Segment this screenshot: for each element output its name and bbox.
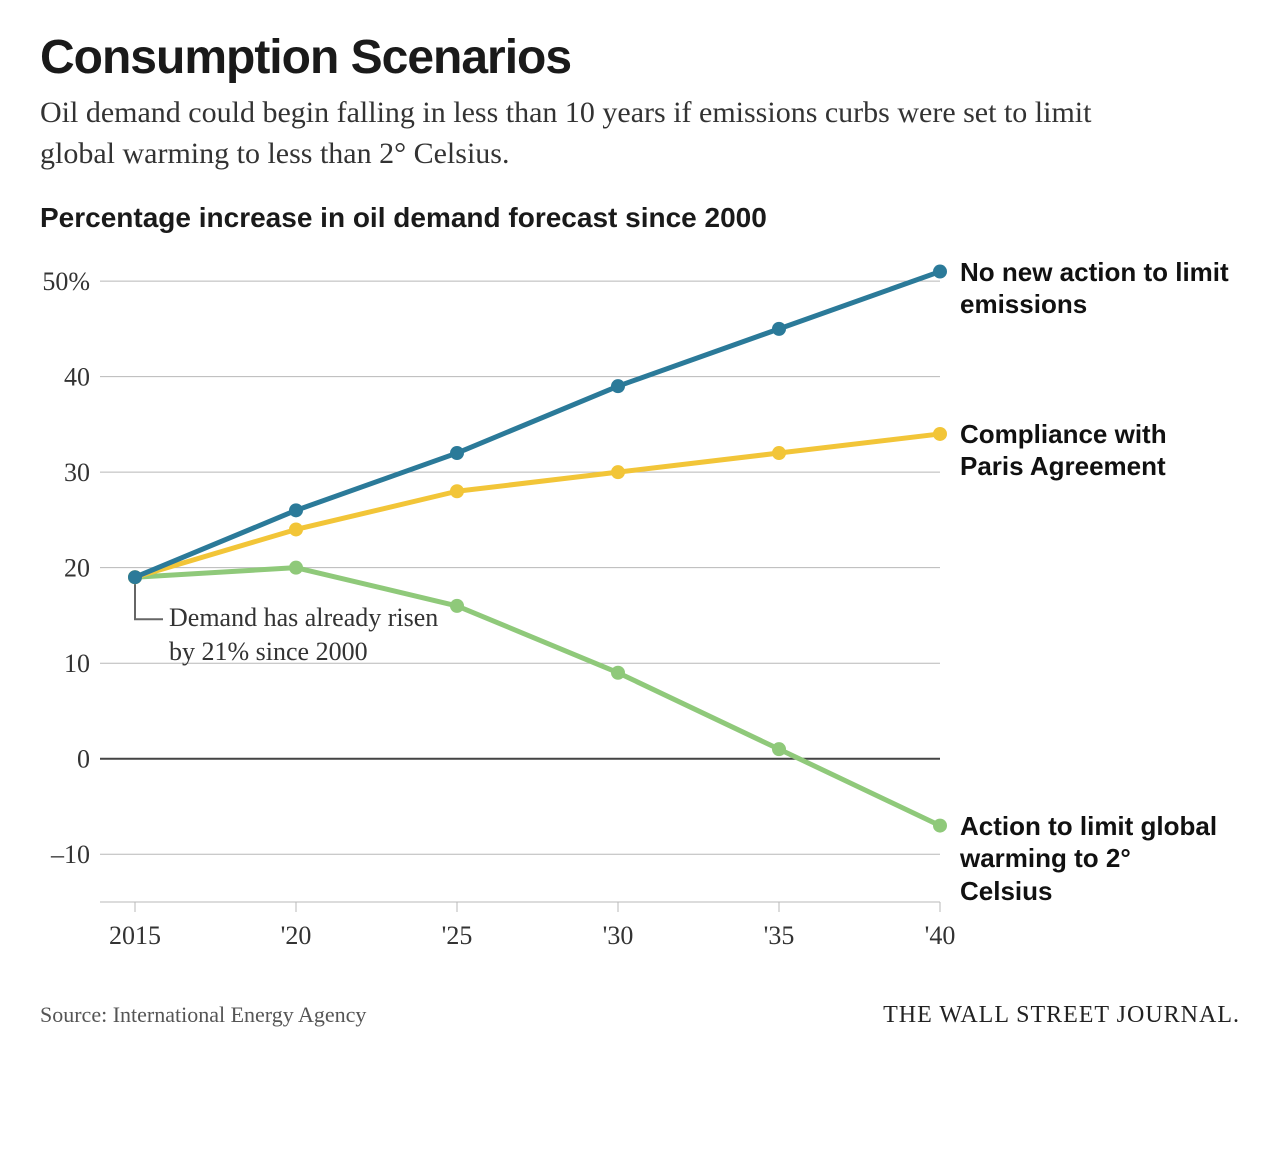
svg-text:'20: '20 [281, 921, 312, 950]
series-label-no-action: No new action to limit emissions [960, 256, 1230, 321]
svg-text:0: 0 [77, 745, 90, 774]
chart-annotation: Demand has already risen by 21% since 20… [169, 601, 449, 669]
publisher-text: THE WALL STREET JOURNAL. [883, 1002, 1240, 1029]
chart-footer: Source: International Energy Agency THE … [40, 1002, 1240, 1029]
svg-text:'25: '25 [442, 921, 473, 950]
svg-text:'40: '40 [925, 921, 956, 950]
chart-area: –10 0 10 20 30 40 50% 2015 '20 '25 '30 '35 '40 No ne… [40, 252, 1240, 982]
chart-axis-title: Percentage increase in oil demand foreca… [40, 202, 1240, 234]
source-text: Source: International Energy Agency [40, 1002, 366, 1028]
svg-text:'30: '30 [603, 921, 634, 950]
svg-text:'35: '35 [764, 921, 795, 950]
svg-text:20: 20 [64, 554, 90, 583]
svg-text:50%: 50% [42, 267, 90, 296]
svg-text:–10: –10 [50, 840, 90, 869]
series-label-paris: Compliance with Paris Agreement [960, 418, 1230, 483]
svg-text:30: 30 [64, 458, 90, 487]
series-label-limit-2c: Action to limit global warming to 2° Cel… [960, 810, 1230, 908]
svg-text:40: 40 [64, 363, 90, 392]
chart-title: Consumption Scenarios [40, 30, 1240, 85]
svg-text:10: 10 [64, 649, 90, 678]
svg-text:2015: 2015 [109, 921, 161, 950]
chart-subtitle: Oil demand could begin falling in less t… [40, 93, 1140, 174]
